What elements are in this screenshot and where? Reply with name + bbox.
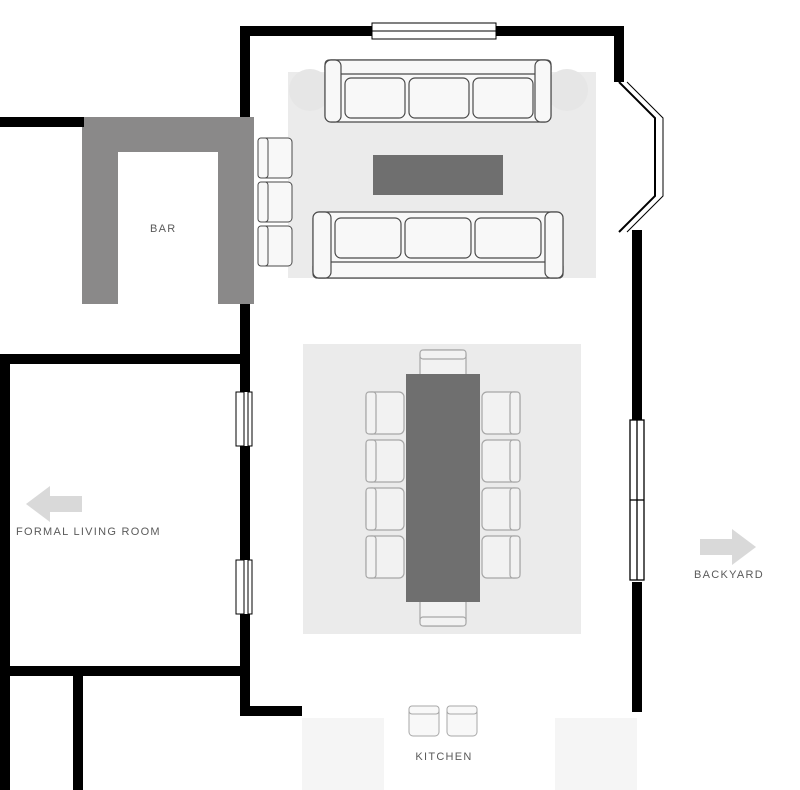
sofa-top: [325, 60, 551, 122]
arrow-left: [26, 486, 82, 522]
label-bar: BAR: [150, 223, 176, 235]
label-backyard: BACKYARD: [694, 569, 764, 581]
kitchen-block-right: [555, 718, 637, 790]
ottoman-right: [546, 69, 588, 111]
arrow-right: [700, 529, 756, 565]
bay-window: [619, 82, 663, 232]
side-armchairs: [258, 138, 292, 266]
right-slider: [630, 420, 644, 580]
coffee-table: [373, 155, 503, 195]
top-window: [372, 23, 496, 39]
kitchen-stools: [409, 706, 477, 736]
bar-counter: [82, 117, 254, 304]
dining-table: [406, 374, 480, 602]
floor-plan: BAR FORMAL LIVING ROOM BACKYARD KITCHEN: [0, 0, 800, 790]
kitchen-block-left: [302, 718, 384, 790]
sofa-bottom: [313, 212, 563, 278]
label-kitchen: KITCHEN: [415, 751, 472, 763]
label-formal-living: FORMAL LIVING ROOM: [16, 526, 161, 538]
